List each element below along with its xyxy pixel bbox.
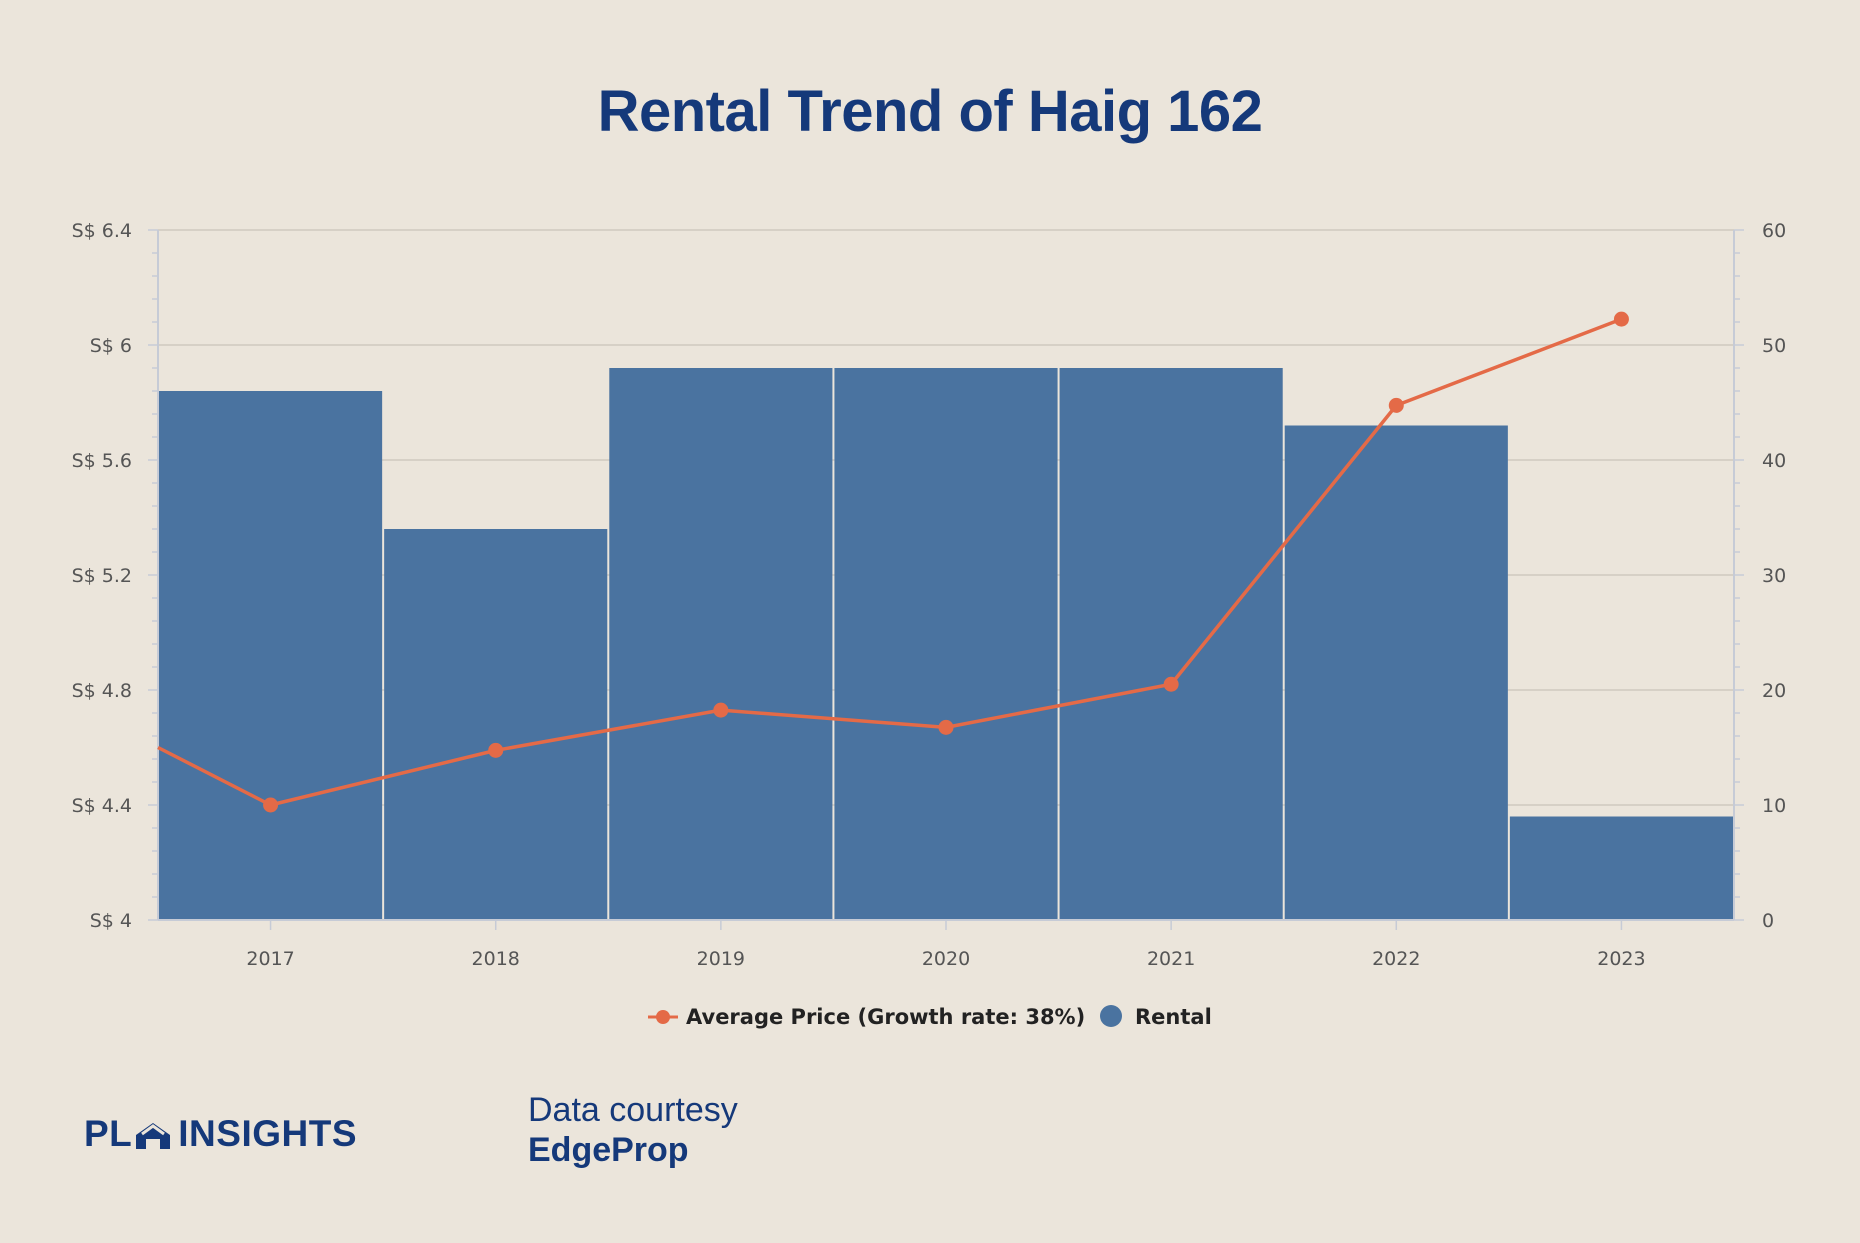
left-axis-label: S$ 4 xyxy=(90,910,132,932)
price-point-2022 xyxy=(1388,397,1404,413)
price-point-2020 xyxy=(938,719,954,735)
right-axis-label: 10 xyxy=(1762,795,1786,817)
x-axis-label: 2021 xyxy=(1147,948,1195,970)
rental-bar-2023 xyxy=(1509,816,1733,920)
x-axis-label: 2023 xyxy=(1597,948,1645,970)
tick-labels: S$ 4 S$ 4.4 S$ 4.8 S$ 5.2 S$ 5.6 S$ 6 S$ 6.4 0 1… xyxy=(72,220,1787,970)
price-point-2023 xyxy=(1613,311,1629,327)
rental-bars xyxy=(159,368,1733,920)
rental-bar-2021 xyxy=(1059,368,1283,920)
right-axis-label: 40 xyxy=(1762,450,1786,472)
brand-name: INSIGHTS xyxy=(178,1113,358,1154)
left-axis-label: S$ 6 xyxy=(90,335,132,357)
chart-title: Rental Trend of Haig 162 xyxy=(597,79,1263,144)
left-axis-label: S$ 5.2 xyxy=(72,565,132,587)
price-point-2021 xyxy=(1163,676,1179,692)
rental-bar-2017 xyxy=(159,391,383,920)
x-axis-label: 2020 xyxy=(922,948,970,970)
x-axis-label: 2022 xyxy=(1372,948,1420,970)
rental-bar-2022 xyxy=(1284,425,1508,920)
rental-bar-2018 xyxy=(384,529,608,920)
roof-logo-icon xyxy=(136,1123,171,1149)
brand-prefix: PL xyxy=(84,1113,133,1154)
price-point-2019 xyxy=(713,702,729,718)
price-point-2018 xyxy=(488,742,504,758)
courtesy-label: Data courtesy xyxy=(528,1091,738,1129)
price-point-2017 xyxy=(263,797,279,813)
left-axis-label: S$ 5.6 xyxy=(72,450,132,472)
left-axis-label: S$ 4.8 xyxy=(72,680,132,702)
legend: Average Price (Growth rate: 38%) Rental xyxy=(648,1005,1212,1029)
legend-bar-marker xyxy=(1100,1005,1122,1027)
price-line-path xyxy=(157,317,1623,807)
x-axis-label: 2017 xyxy=(246,948,294,970)
x-axis-label: 2018 xyxy=(472,948,520,970)
rental-bar-2020 xyxy=(834,368,1058,920)
courtesy-source: EdgeProp xyxy=(528,1131,689,1169)
left-axis-label: S$ 6.4 xyxy=(72,220,132,242)
legend-line-label: Average Price (Growth rate: 38%) xyxy=(686,1005,1085,1029)
legend-line-marker xyxy=(656,1010,670,1024)
right-axis-label: 60 xyxy=(1762,220,1786,242)
brand-logo: PL INSIGHTS xyxy=(84,1113,357,1155)
data-courtesy: Data courtesy EdgeProp xyxy=(528,1090,738,1170)
price-line xyxy=(157,311,1629,813)
rental-bar-2019 xyxy=(609,368,833,920)
right-axis-label: 30 xyxy=(1762,565,1786,587)
x-axis-label: 2019 xyxy=(697,948,745,970)
left-axis-label: S$ 4.4 xyxy=(72,795,132,817)
right-axis-label: 50 xyxy=(1762,335,1786,357)
right-axis-label: 20 xyxy=(1762,680,1786,702)
axes xyxy=(148,229,1744,930)
right-axis-label: 0 xyxy=(1762,910,1774,932)
legend-bar-label: Rental xyxy=(1135,1005,1212,1029)
